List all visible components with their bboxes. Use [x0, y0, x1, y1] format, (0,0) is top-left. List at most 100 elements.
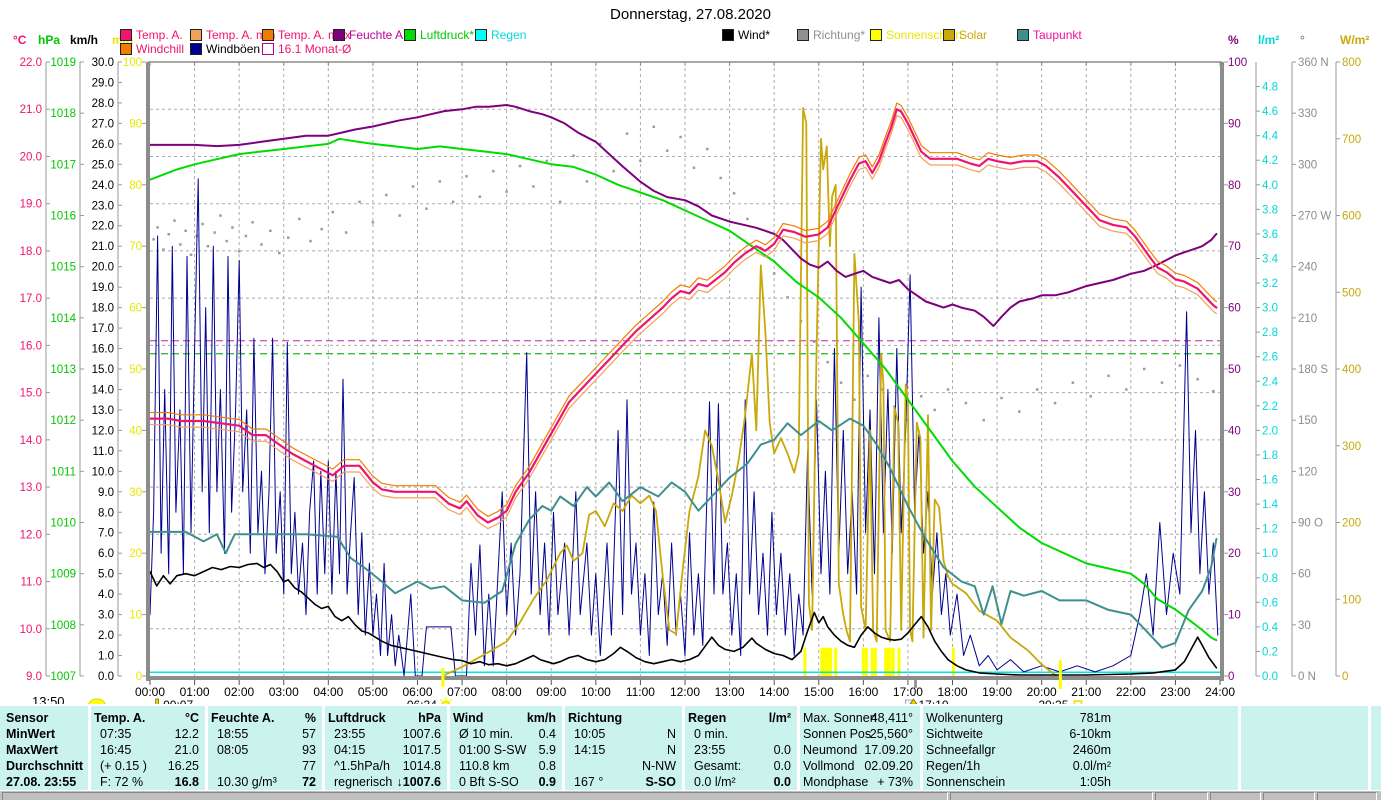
axis-tick-label: 1019 — [50, 57, 76, 69]
sunshine-bar — [820, 647, 824, 676]
table-cell-value: N — [666, 727, 676, 741]
axis-tick-label: 10 — [1228, 610, 1241, 622]
legend-swatch-icon — [404, 29, 416, 41]
table-cell-info: (+ 0.15 ) — [100, 759, 147, 773]
wind-direction-dot — [156, 226, 159, 229]
axis-tick-label: 0 — [1228, 671, 1234, 683]
axis-tick-label: 1012 — [50, 415, 76, 427]
axis-tick-label: 1010 — [50, 518, 76, 530]
table-row-label: MinWert — [6, 727, 56, 741]
astro-info-value: + 73% — [877, 775, 913, 789]
wind-direction-dot — [1125, 388, 1128, 391]
wind-direction-dot — [162, 248, 165, 251]
table-separator — [205, 706, 208, 792]
legend-swatch-icon — [870, 29, 882, 41]
axis-tick-label: 1016 — [50, 211, 76, 223]
table-row-label: Durchschnitt — [6, 759, 84, 773]
wind-direction-dot — [1071, 381, 1075, 384]
time-axis-label: 04:00 — [313, 685, 343, 699]
table-group-header: Luftdruck — [328, 711, 386, 725]
table-group-header: Feuchte A. — [211, 711, 275, 725]
astro-info-label: Sichtweite — [926, 727, 983, 741]
legend-label: Temp. A. min — [206, 28, 276, 42]
astro-info-value: 02.09.20 — [864, 759, 913, 773]
legend-swatch-icon — [120, 43, 132, 55]
astro-info-label: Mondphase — [803, 775, 869, 789]
table-group-header: Regen — [688, 711, 727, 725]
legend-label: Taupunkt — [1033, 28, 1082, 42]
legend-item-temp-a-max: Temp. A. max — [262, 28, 351, 42]
axis-tick-label: 25.0 — [92, 159, 114, 171]
axis-tick-label: 1007 — [50, 671, 76, 683]
plot-frame-right — [1220, 62, 1224, 681]
wind-direction-dot — [286, 236, 290, 239]
astro-info-label: Sonnen Pos — [803, 727, 872, 741]
legend-item-wind-: Wind* — [722, 28, 771, 42]
legend-swatch-icon — [333, 29, 345, 41]
axis-tick-label: 60 — [129, 303, 142, 315]
legend-label: Regen — [491, 28, 527, 42]
table-cell-value: 0.4 — [538, 727, 556, 741]
wind-direction-dot — [1107, 374, 1110, 378]
axis-tick-label: 5.0 — [98, 569, 114, 581]
axis-tick-label: 240 — [1298, 262, 1317, 274]
wind-direction-dot — [278, 251, 281, 255]
astro-info-label: Max. Sonnen — [803, 711, 877, 725]
axis-tick-label: 40 — [1228, 425, 1241, 437]
axis-tick-label: 2.2 — [1262, 401, 1278, 413]
astro-info-value: 2460m — [1072, 743, 1111, 757]
status-bar-pane — [1317, 792, 1377, 800]
table-cell-value: 1017.5 — [402, 743, 441, 757]
series-temp-a- — [148, 108, 1218, 524]
wind-direction-dot — [167, 233, 170, 236]
axis-tick-label: 0.4 — [1262, 622, 1279, 634]
axis-unit-right-1: l/m² — [1258, 33, 1280, 47]
axis-tick-label: 11.0 — [92, 446, 114, 458]
legend-label: Wind* — [738, 28, 771, 42]
table-cell-info: Ø 10 min. — [459, 727, 514, 741]
axis-tick-label: 22.0 — [92, 221, 114, 233]
wind-direction-dot — [398, 214, 401, 217]
axis-tick-label: 14.0 — [20, 435, 42, 447]
axis-unit-left-1: hPa — [38, 33, 61, 47]
legend-label: Richtung* — [813, 28, 866, 42]
axis-tick-label: 20.0 — [92, 262, 114, 274]
axis-tick-label: 1008 — [50, 620, 76, 632]
time-axis-label: 21:00 — [1071, 685, 1101, 699]
axis-tick-label: 400 — [1342, 364, 1361, 376]
wind-direction-dot — [665, 149, 669, 152]
wind-direction-dot — [385, 193, 388, 197]
axis-tick-label: 210 — [1298, 313, 1317, 325]
table-cell-value: N — [666, 743, 676, 757]
time-axis-label: 02:00 — [224, 685, 254, 699]
astro-info-value: 0.0l/m² — [1072, 759, 1111, 773]
wind-direction-dot — [1089, 395, 1092, 398]
wind-direction-dot — [231, 226, 234, 229]
table-cell-value: 16.8 — [174, 775, 199, 789]
time-axis-label: 15:00 — [804, 685, 834, 699]
axis-tick-label: 100 — [1228, 57, 1247, 69]
sunshine-bar — [824, 647, 828, 676]
legend-label: Windchill — [136, 42, 185, 56]
table-cell-info: Gesamt: — [694, 759, 742, 773]
axis-tick-label: 2.0 — [98, 630, 114, 642]
axis-tick-label: 30.0 — [92, 57, 114, 69]
wind-direction-dot — [946, 388, 950, 391]
axis-tick-label: 1015 — [50, 262, 76, 274]
table-cell-info: 23:55 — [694, 743, 726, 757]
table-cell-info: F: 72 % — [100, 775, 144, 789]
time-axis-label: 20:00 — [1027, 685, 1057, 699]
axis-tick-label: 4.0 — [98, 589, 114, 601]
time-axis-label: 01:00 — [180, 685, 210, 699]
astro-info-label: Sonnenschein — [926, 775, 1006, 789]
axis-tick-label: 14.0 — [92, 384, 114, 396]
wind-direction-dot — [532, 185, 535, 188]
legend-item-temp-a-: Temp. A. — [120, 28, 183, 42]
axis-tick-label: 1017 — [50, 159, 76, 171]
time-axis-label: 18:00 — [937, 685, 967, 699]
sunshine-bar — [803, 647, 807, 676]
table-cell-value: ↓1007.6 — [396, 775, 441, 789]
wind-direction-dot — [309, 239, 312, 243]
axis-tick-label: 270 W — [1298, 211, 1331, 223]
time-axis-label: 22:00 — [1116, 685, 1146, 699]
